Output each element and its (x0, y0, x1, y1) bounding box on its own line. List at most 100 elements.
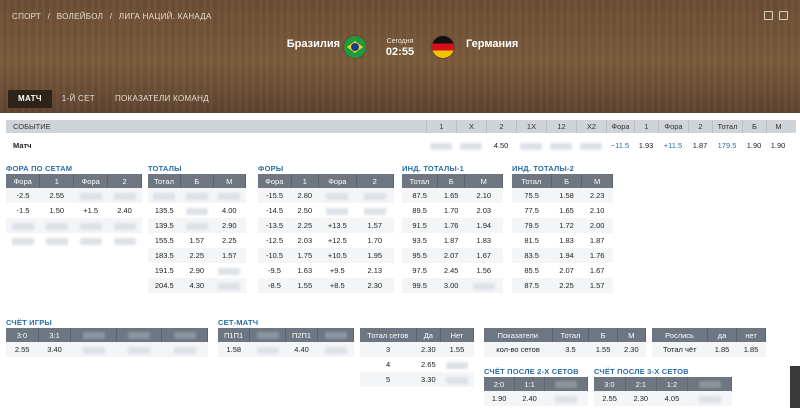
odds-cell[interactable]: 2.90 (213, 218, 246, 233)
odds-cell[interactable] (516, 136, 546, 156)
odds-cell[interactable]: 1.94 (551, 248, 582, 263)
stats-icon[interactable] (764, 11, 773, 20)
odds-cell[interactable] (107, 233, 142, 248)
odds-cell[interactable] (73, 218, 108, 233)
odds-cell[interactable]: 139.5 (148, 218, 181, 233)
odds-cell[interactable] (213, 263, 246, 278)
odds-cell[interactable]: 1.58 (551, 188, 582, 203)
odds-cell[interactable]: 2.23 (581, 188, 613, 203)
breadcrumb-league[interactable]: ЛИГА НАЦИЙ. КАНАДА (118, 12, 212, 21)
odds-cell[interactable]: -10.5 (258, 248, 292, 263)
odds-cell[interactable]: +13.5 (318, 218, 357, 233)
odds-cell[interactable]: -14.5 (258, 203, 292, 218)
odds-cell[interactable]: -12.5 (258, 233, 292, 248)
odds-cell[interactable]: 1.95 (356, 248, 394, 263)
odds-cell[interactable] (440, 372, 474, 387)
odds-cell[interactable]: 1.70 (437, 203, 465, 218)
odds-cell[interactable]: 4.50 (493, 141, 509, 150)
odds-cell[interactable]: +9.5 (318, 263, 357, 278)
odds-cell[interactable] (318, 203, 357, 218)
odds-cell[interactable] (6, 218, 40, 233)
odds-cell[interactable]: +11.5 (663, 141, 683, 150)
odds-cell[interactable]: 3.5 (552, 342, 589, 357)
odds-cell[interactable] (73, 188, 108, 203)
odds-cell[interactable]: 2.07 (437, 248, 465, 263)
odds-cell[interactable]: -9.5 (258, 263, 292, 278)
odds-cell[interactable]: -15.5 (258, 188, 292, 203)
odds-cell[interactable] (544, 391, 588, 406)
odds-cell[interactable]: 4.05 (656, 391, 688, 406)
odds-cell[interactable] (39, 233, 74, 248)
odds-cell[interactable]: 85.5 (512, 263, 552, 278)
tab-first-set[interactable]: 1-Й СЕТ (61, 94, 95, 103)
odds-cell[interactable]: 191.5 (148, 263, 181, 278)
odds-cell[interactable]: 83.5 (512, 248, 552, 263)
odds-cell[interactable] (317, 342, 354, 357)
odds-cell[interactable]: 1.76 (581, 248, 613, 263)
odds-cell[interactable]: 3.40 (38, 342, 71, 357)
odds-cell[interactable]: 2.55 (39, 188, 74, 203)
odds-cell[interactable]: 183.5 (148, 248, 181, 263)
odds-cell[interactable]: 2.45 (437, 263, 465, 278)
odds-cell[interactable]: 1.94 (464, 218, 503, 233)
odds-cell[interactable]: 2.30 (625, 391, 657, 406)
odds-cell[interactable]: 155.5 (148, 233, 181, 248)
odds-cell[interactable] (249, 342, 286, 357)
odds-cell[interactable]: 1.58 (218, 342, 250, 357)
odds-cell[interactable]: -8.5 (258, 278, 292, 293)
odds-cell[interactable]: 89.5 (402, 203, 438, 218)
odds-cell[interactable]: 4.40 (285, 342, 318, 357)
odds-cell[interactable]: 75.5 (512, 188, 552, 203)
odds-cell[interactable]: 135.5 (148, 203, 181, 218)
odds-cell[interactable] (456, 136, 486, 156)
odds-cell[interactable]: 99.5 (402, 278, 438, 293)
tab-team-stats[interactable]: ПОКАЗАТЕЛИ КОМАНД (114, 94, 209, 103)
odds-cell[interactable]: 1.85 (707, 342, 737, 357)
odds-cell[interactable]: 2.10 (581, 203, 613, 218)
odds-cell[interactable]: 79.5 (512, 218, 552, 233)
odds-cell[interactable]: 4.30 (180, 278, 213, 293)
odds-cell[interactable]: 2.07 (551, 263, 582, 278)
odds-cell[interactable]: 1.57 (581, 278, 613, 293)
odds-cell[interactable] (161, 342, 208, 357)
odds-cell[interactable]: 1.65 (551, 203, 582, 218)
odds-cell[interactable]: 1.93 (638, 141, 654, 150)
odds-cell[interactable]: 1.83 (551, 233, 582, 248)
odds-cell[interactable]: +10.5 (318, 248, 357, 263)
odds-cell[interactable]: 2.65 (416, 357, 441, 372)
odds-cell[interactable]: 2.10 (464, 188, 503, 203)
odds-cell[interactable]: 1.57 (213, 248, 246, 263)
odds-cell[interactable]: -13.5 (258, 218, 292, 233)
odds-cell[interactable]: 1.50 (39, 203, 74, 218)
odds-cell[interactable]: 2.25 (551, 278, 582, 293)
odds-cell[interactable]: −11.5 (610, 141, 630, 150)
breadcrumb-sport[interactable]: СПОРТ (12, 12, 42, 21)
odds-cell[interactable]: 1.87 (581, 233, 613, 248)
odds-cell[interactable]: 1.57 (180, 233, 213, 248)
odds-cell[interactable]: 3.00 (437, 278, 465, 293)
odds-cell[interactable]: 81.5 (512, 233, 552, 248)
odds-cell[interactable] (107, 218, 142, 233)
odds-cell[interactable]: 87.5 (512, 278, 552, 293)
odds-cell[interactable]: 4.00 (213, 203, 246, 218)
odds-cell[interactable] (440, 357, 474, 372)
odds-cell[interactable]: 2.90 (180, 263, 213, 278)
odds-cell[interactable]: 1.56 (464, 263, 503, 278)
odds-cell[interactable] (426, 136, 456, 156)
odds-cell[interactable]: 1.87 (692, 141, 708, 150)
odds-cell[interactable]: 1.90 (746, 141, 762, 150)
odds-cell[interactable]: 1.76 (437, 218, 465, 233)
odds-cell[interactable] (318, 188, 357, 203)
odds-cell[interactable] (148, 188, 181, 203)
odds-cell[interactable]: +1.5 (73, 203, 108, 218)
odds-cell[interactable] (546, 136, 576, 156)
scrollbar[interactable] (790, 366, 800, 408)
odds-cell[interactable] (180, 188, 213, 203)
odds-cell[interactable]: 3.30 (416, 372, 441, 387)
odds-cell[interactable]: 1.87 (437, 233, 465, 248)
odds-cell[interactable]: 1.75 (291, 248, 319, 263)
odds-cell[interactable]: 2.00 (581, 218, 613, 233)
odds-cell[interactable]: кол-во сетов (484, 342, 553, 357)
odds-cell[interactable]: 5 (360, 372, 417, 387)
odds-cell[interactable]: 2.03 (291, 233, 319, 248)
